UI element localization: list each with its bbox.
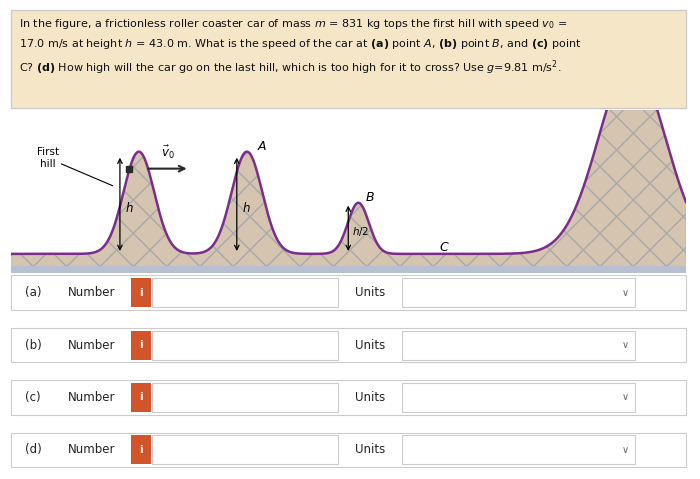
FancyBboxPatch shape [131, 278, 151, 307]
Text: (b): (b) [25, 339, 42, 352]
Text: $\vec{v}_0$: $\vec{v}_0$ [161, 144, 174, 160]
Text: Number: Number [68, 443, 116, 456]
Text: ∨: ∨ [622, 340, 629, 350]
Text: i: i [139, 392, 143, 402]
FancyBboxPatch shape [10, 275, 686, 310]
FancyBboxPatch shape [402, 435, 636, 464]
FancyBboxPatch shape [10, 433, 686, 467]
Text: Units: Units [355, 339, 385, 352]
Bar [0, 266, 699, 273]
FancyBboxPatch shape [153, 278, 338, 307]
FancyBboxPatch shape [131, 383, 151, 412]
Text: Number: Number [68, 391, 116, 404]
Text: $h$: $h$ [125, 201, 134, 216]
Text: Number: Number [68, 339, 116, 352]
Text: (d): (d) [25, 443, 42, 456]
Text: (c): (c) [25, 391, 41, 404]
FancyBboxPatch shape [131, 331, 151, 360]
Text: ∨: ∨ [622, 392, 629, 402]
FancyBboxPatch shape [402, 331, 636, 360]
Polygon shape [10, 62, 686, 267]
Text: ∨: ∨ [622, 288, 629, 297]
Text: $h$: $h$ [242, 201, 251, 216]
FancyBboxPatch shape [10, 10, 686, 108]
FancyBboxPatch shape [153, 331, 338, 360]
FancyBboxPatch shape [10, 380, 686, 415]
FancyBboxPatch shape [131, 435, 151, 464]
Text: i: i [139, 288, 143, 297]
Text: Units: Units [355, 286, 385, 299]
Text: $h/2$: $h/2$ [351, 225, 369, 238]
Text: Units: Units [355, 391, 385, 404]
Text: Units: Units [355, 443, 385, 456]
Text: i: i [139, 340, 143, 350]
FancyBboxPatch shape [153, 383, 338, 412]
Text: ∨: ∨ [622, 445, 629, 455]
Text: First
hill: First hill [36, 147, 113, 186]
Text: (a): (a) [25, 286, 42, 299]
Text: i: i [139, 445, 143, 455]
FancyBboxPatch shape [10, 328, 686, 362]
Text: $A$: $A$ [257, 140, 267, 153]
Text: Number: Number [68, 286, 116, 299]
Text: $B$: $B$ [365, 191, 375, 204]
FancyBboxPatch shape [153, 435, 338, 464]
FancyBboxPatch shape [402, 278, 636, 307]
FancyBboxPatch shape [402, 383, 636, 412]
Text: In the figure, a frictionless roller coaster car of mass $m$ = 831 kg tops the f: In the figure, a frictionless roller coa… [19, 17, 581, 77]
Text: $C$: $C$ [440, 240, 450, 254]
